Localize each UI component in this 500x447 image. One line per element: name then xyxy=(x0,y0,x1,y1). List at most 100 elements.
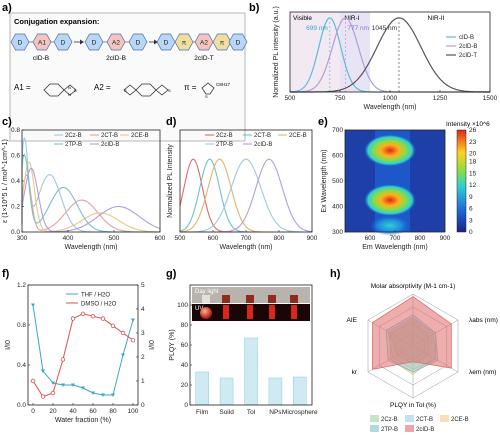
radar-axis-label: λabs (nm) xyxy=(469,317,498,324)
conjugation-box xyxy=(9,12,246,142)
y-axis-e-tick-label: 600 xyxy=(332,153,343,160)
region-label-nir-i: NIR-I xyxy=(344,15,359,22)
radar-axis-label: Molar absorptivity (M-1 cm-1) xyxy=(371,283,456,290)
x-axis-d-tick-label: 700 xyxy=(241,235,252,242)
y-axis-left-f-tick-label: 0.8 xyxy=(17,322,26,329)
absorption-line-2cID-B xyxy=(21,167,160,233)
pi-equals-label: π = xyxy=(184,83,197,92)
inset-label-daylight: Day light xyxy=(195,289,219,295)
molecule-name-cid-b: cID-B xyxy=(33,55,49,62)
x-axis-label-d: Wavelength (nm) xyxy=(219,244,272,251)
bar-NPs xyxy=(268,377,283,406)
data-point-DMSO / H2O xyxy=(90,314,96,319)
y-axis-g-tick-label: 40 xyxy=(181,362,189,369)
bar-Film xyxy=(195,371,209,406)
y-axis-c-tick-label: 0.6 xyxy=(11,153,20,160)
legend-label-h-2TP-B: 2TP-B xyxy=(381,427,398,433)
x-axis-e-tick-label: 600 xyxy=(365,235,376,242)
category-label-Microsphere: Microsphere xyxy=(282,409,318,416)
uv-sample-vial xyxy=(291,305,297,319)
panel-d: d) 500 600 700 800 900 Wavelength (nm) Normali… xyxy=(166,116,318,251)
panel-letter-g: g) xyxy=(166,268,177,280)
y-axis-label-e: Ex Wavelength (nm) xyxy=(321,149,328,212)
a1-definition: A1 = NSN xyxy=(14,83,77,97)
data-point-THF / H2O xyxy=(31,303,35,307)
colorbar-tick-label: 23 xyxy=(469,139,477,146)
data-point-THF / H2O xyxy=(91,391,95,395)
panel-h: h) Molar absorptivity (M-1 cm-1) λabs (nm… xyxy=(330,268,498,433)
x-axis-f-tick-label: 80 xyxy=(109,408,117,415)
donor-box xyxy=(228,33,248,51)
x-axis-b-tick-label: 500 xyxy=(285,95,296,102)
legend-label-d-2CE-B: 2CE-B xyxy=(289,133,307,139)
pi-bridge-box-label: π xyxy=(182,40,187,47)
molecule-name-2cid-b: 2cID-B xyxy=(106,55,126,62)
svg-text:S: S xyxy=(168,88,171,93)
y-axis-g-tick-label: 0 xyxy=(184,402,188,409)
radar-series-2cID-B xyxy=(372,296,452,370)
peak-label: 1045 nm xyxy=(372,25,397,32)
radar-axis-label: λem (nm) xyxy=(469,369,496,376)
x-axis-b-tick-label: 1000 xyxy=(383,95,398,102)
acceptor-a1-box-label: A1 xyxy=(38,40,46,47)
svg-text:S: S xyxy=(205,94,208,99)
legend-label-c-2Cz-B: 2Cz-B xyxy=(65,133,82,139)
x-axis-c-tick-label: 600 xyxy=(155,235,166,242)
data-point-THF / H2O xyxy=(71,383,75,387)
legend-label-h-2CT-B: 2CT-B xyxy=(416,417,433,423)
category-label-NPs: NPs xyxy=(269,409,282,416)
x-axis-b-tick-label: 1250 xyxy=(433,95,448,102)
y-axis-label-b: Normalized PL intensity (a.u.) xyxy=(273,6,280,98)
data-point-DMSO / H2O xyxy=(130,338,136,343)
y-axis-g-tick-label: 20 xyxy=(181,382,189,389)
data-point-DMSO / H2O xyxy=(80,311,86,316)
y-axis-label-d: Normalized PL Intensity xyxy=(167,144,174,218)
heatmap-hotspot xyxy=(364,184,416,217)
alkyl-chain-label: C8H17 xyxy=(216,82,231,87)
x-axis-e-tick-label: 700 xyxy=(390,235,401,242)
inset-label-uv: UV xyxy=(195,306,203,312)
arrow-head xyxy=(154,39,158,45)
bar-Tol xyxy=(244,337,258,406)
peak-label: 777 nm xyxy=(347,25,369,32)
legend-swatch-h-2CE-B xyxy=(440,415,449,422)
y-axis-right-f-tick-label: 4 xyxy=(141,306,145,313)
uv-sample-vial xyxy=(223,305,229,319)
x-axis-f-tick-label: 60 xyxy=(89,408,97,415)
daylight-sample xyxy=(246,295,254,303)
data-point-THF / H2O xyxy=(51,381,55,385)
x-axis-d-tick-label: 600 xyxy=(208,235,219,242)
x-axis-f-tick-label: 100 xyxy=(128,408,139,415)
y-axis-left-f-tick-label: 0.4 xyxy=(17,362,26,369)
x-axis-e-tick-label: 900 xyxy=(440,235,451,242)
panel-b: b) Visible NIR-I NIR-II 699 nm 777 nm 1045 nm… xyxy=(249,2,498,111)
colorbar xyxy=(456,129,467,233)
data-point-DMSO / H2O xyxy=(60,357,66,362)
svg-text:S: S xyxy=(74,88,77,93)
donor-box-label: D xyxy=(18,40,23,47)
data-point-THF / H2O xyxy=(121,353,125,357)
y-axis-left-f-tick-label: 0.0 xyxy=(17,402,26,409)
svg-text:N: N xyxy=(68,85,71,90)
donor-box-label: D xyxy=(61,40,66,47)
bar-Microsphere xyxy=(293,376,307,406)
legend-label-d-2TP-B: 2TP-B xyxy=(216,142,233,148)
x-axis-b-tick-label: 1500 xyxy=(483,95,498,102)
daylight-sample xyxy=(268,295,276,303)
legend-label-2cID-B: 2cID-B xyxy=(459,44,477,50)
legend-label-2cID-T: 2cID-T xyxy=(459,53,477,59)
legend-label-h-2Cz-B: 2Cz-B xyxy=(381,417,398,423)
peak-label: 699 nm xyxy=(306,25,328,32)
x-axis-c-tick-label: 500 xyxy=(109,235,120,242)
colorbar-tick-label: 9 xyxy=(469,194,473,201)
colorbar-tick-label: 3 xyxy=(469,217,473,224)
panel-c: c) 300 400 500 600 0.0 0.2 0.4 0.6 0.8 Wavelength… xyxy=(2,116,166,251)
acceptor-a2-box-label: A2 xyxy=(200,40,208,47)
x-axis-f-tick-label: 0 xyxy=(31,408,35,415)
uv-sample-vial xyxy=(247,305,253,319)
panel-letter-c: c) xyxy=(2,116,12,128)
data-point-DMSO / H2O xyxy=(50,390,56,396)
legend-swatch-h-2CT-B xyxy=(405,415,414,422)
donor-box-label: D xyxy=(136,40,141,47)
